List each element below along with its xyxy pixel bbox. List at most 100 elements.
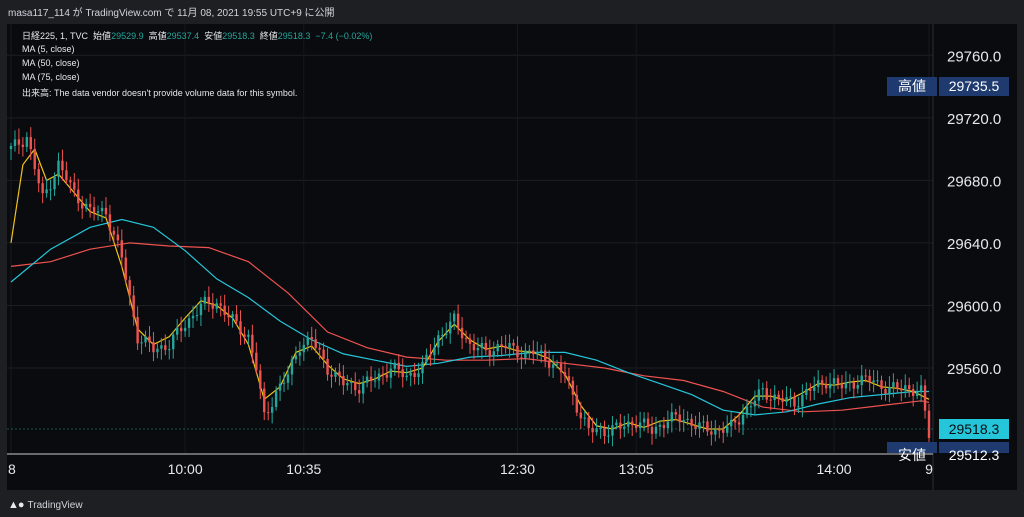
candle: [512, 339, 515, 356]
candle: [456, 304, 460, 335]
candle: [923, 379, 927, 419]
candle: [342, 365, 345, 395]
ma75-legend[interactable]: MA (75, close): [22, 72, 80, 82]
candle: [805, 382, 808, 400]
candle: [876, 370, 879, 385]
candle: [528, 345, 531, 360]
candle: [607, 424, 610, 444]
candle: [199, 297, 203, 326]
candle: [96, 205, 100, 221]
candle: [191, 306, 195, 329]
ma75-line: [10, 242, 930, 413]
candle: [41, 176, 44, 204]
candle: [81, 195, 84, 219]
candle: [547, 349, 551, 377]
candle: [892, 373, 895, 398]
candle: [37, 163, 40, 193]
candle: [488, 339, 491, 367]
time-tick-label: 8: [8, 461, 16, 477]
candle: [33, 138, 36, 176]
candle: [896, 378, 899, 393]
candle: [445, 322, 448, 339]
low-value: 29518.3: [222, 31, 255, 41]
candle: [860, 364, 863, 396]
candle: [45, 178, 48, 198]
candle: [128, 276, 131, 306]
candle: [346, 374, 349, 391]
candle: [9, 142, 13, 161]
candle: [144, 330, 147, 348]
candle: [575, 385, 579, 417]
candle: [599, 422, 602, 439]
candle: [729, 411, 733, 437]
price-tick-label: 29640.0: [947, 236, 1001, 253]
change-value: −7.4 (−0.02%): [315, 31, 373, 41]
candle: [338, 363, 341, 386]
candle: [662, 417, 666, 438]
candle: [160, 337, 163, 360]
candle: [195, 304, 199, 321]
price-chart[interactable]: 29760.0 29720.0 29680.0 29640.0 29600.0 29560…: [7, 24, 1017, 490]
low-price-tag: 安値 29512.3: [887, 442, 1009, 463]
low-label: 安値: [204, 31, 223, 41]
candle: [251, 324, 254, 364]
candle: [314, 328, 317, 353]
candle: [820, 375, 824, 395]
candle: [227, 306, 230, 326]
last-price-tag: 29518.3: [939, 419, 1009, 439]
candle: [120, 229, 123, 269]
candle: [915, 381, 919, 400]
price-tick-label: 29720.0: [947, 111, 1001, 128]
candle: [567, 367, 571, 389]
candle: [551, 354, 555, 378]
price-tick-label: 29760.0: [947, 48, 1001, 65]
candle: [61, 149, 64, 181]
candle: [757, 379, 761, 409]
candle: [298, 341, 302, 366]
time-scale: 8 10:00 10:35 12:30 13:05 14:00 9: [8, 461, 933, 477]
candle: [504, 334, 507, 354]
candle: [429, 344, 432, 366]
candle: [694, 415, 697, 436]
low-tag-label: 安値: [898, 447, 926, 463]
candle: [844, 371, 848, 395]
ma5-legend[interactable]: MA (5, close): [22, 44, 75, 54]
candle: [706, 414, 709, 436]
candle: [832, 369, 836, 394]
candle: [555, 359, 559, 369]
candle: [350, 377, 353, 395]
candle: [92, 196, 96, 221]
candle: [203, 290, 207, 310]
candle: [725, 415, 729, 437]
candle: [543, 343, 547, 368]
time-tick-label: 9: [925, 461, 933, 477]
close-label: 終値: [259, 31, 278, 41]
candle: [452, 310, 456, 330]
candle: [817, 370, 820, 394]
candle: [365, 370, 369, 388]
candle: [524, 343, 527, 365]
candle: [824, 376, 828, 394]
ma50-legend[interactable]: MA (50, close): [22, 58, 80, 68]
candle: [619, 413, 622, 439]
time-tick-label: 10:35: [286, 461, 321, 477]
last-tag-value: 29518.3: [949, 421, 1000, 437]
candle: [761, 382, 765, 401]
candle: [377, 368, 381, 390]
candle: [908, 377, 911, 398]
volume-note: 出来高: The data vendor doesn't provide vol…: [22, 88, 298, 98]
ma50-line: [10, 218, 929, 416]
candle: [872, 369, 875, 393]
chart-panel[interactable]: 29760.0 29720.0 29680.0 29640.0 29600.0 29560…: [7, 24, 1017, 490]
candle: [813, 376, 816, 400]
candle: [168, 339, 171, 360]
candle: [421, 355, 424, 384]
candle: [678, 405, 681, 432]
candle: [108, 204, 112, 242]
candle: [480, 336, 484, 359]
candle: [13, 130, 17, 152]
candle: [911, 384, 915, 407]
candle: [358, 379, 361, 403]
candle: [563, 361, 567, 384]
candle: [164, 334, 167, 356]
